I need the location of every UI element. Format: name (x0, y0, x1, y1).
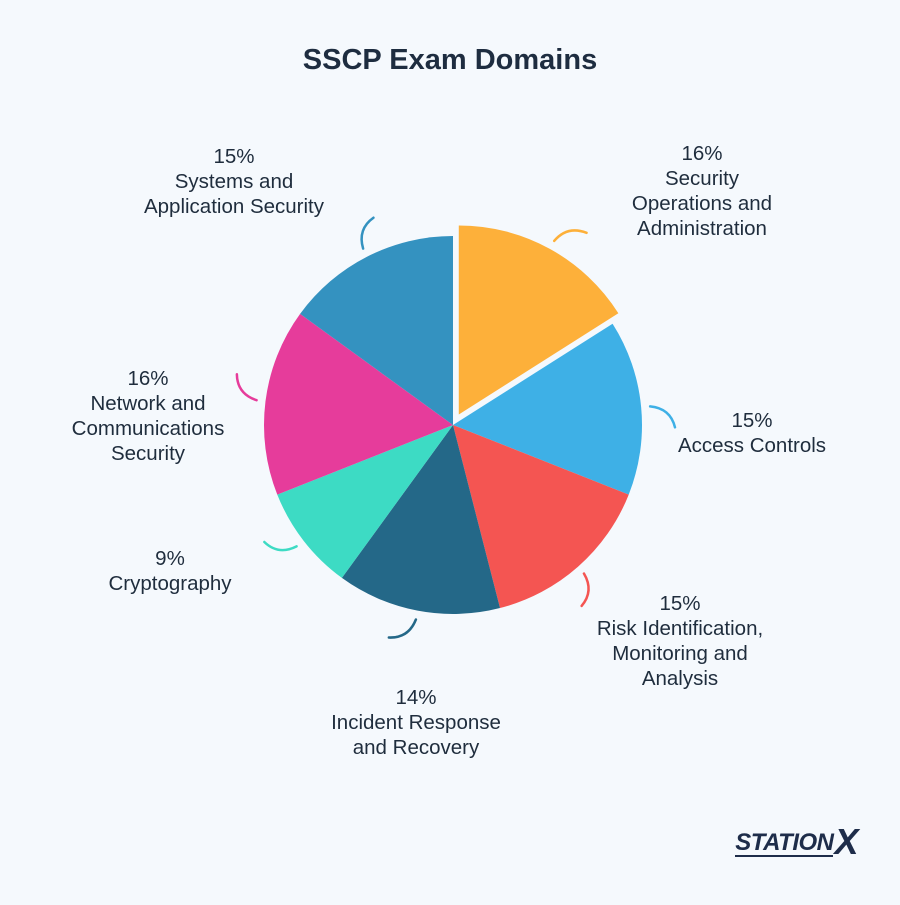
chart-title: SSCP Exam Domains (302, 44, 598, 76)
slice-label: 15% Risk Identification, Monitoring and Ana… (597, 592, 763, 690)
slice-name: Communications (72, 417, 225, 440)
slice-label: 15% Access Controls (678, 409, 826, 457)
pie-slice (453, 323, 643, 495)
slice-percent: 15% (731, 409, 772, 432)
pie-slice (341, 425, 501, 614)
slice-percent: 16% (127, 367, 168, 390)
leader-line (263, 540, 298, 552)
logo-station-text: STATION (735, 829, 834, 857)
slice-name: Monitoring and (612, 642, 748, 665)
slice-percent: 16% (681, 142, 722, 165)
leader-line (552, 229, 588, 243)
slice-percent: 9% (155, 547, 185, 570)
slice-name: Analysis (642, 667, 718, 690)
slice-percent: 15% (659, 592, 700, 615)
logo-x-mark: X (834, 821, 858, 862)
slice-name: Network and (90, 392, 205, 415)
slice-percent: 15% (213, 145, 254, 168)
slice-name: Security (111, 442, 186, 465)
slice-name: Operations and (632, 192, 772, 215)
leader-line (235, 373, 258, 402)
slice-label: 15% Systems and Application Security (144, 145, 325, 218)
slice-label: 9% Cryptography (108, 547, 232, 595)
slice-name: Access Controls (678, 434, 826, 457)
pie-slice (264, 313, 453, 495)
slice-label: 16% Network and Communications Security (72, 367, 225, 465)
leader-line (360, 216, 375, 250)
leader-line (580, 572, 590, 608)
pie-slice (458, 225, 619, 415)
leader-line (387, 618, 418, 639)
pie-slice (453, 425, 629, 609)
slice-name: Systems and (175, 170, 294, 193)
leader-line (648, 405, 677, 429)
slice-name: Cryptography (108, 572, 232, 595)
slice-label: 14% Incident Response and Recovery (331, 686, 501, 759)
slice-label: 16% Security Operations and Administration (632, 142, 772, 240)
slice-name: Incident Response (331, 711, 501, 734)
slice-name: Administration (637, 217, 767, 240)
pie-slice (277, 425, 453, 578)
slice-name: Application Security (144, 195, 325, 218)
slice-name: Risk Identification, (597, 617, 763, 640)
pie-slice (300, 236, 453, 425)
stationx-logo: STATION X (735, 821, 858, 862)
slice-percent: 14% (395, 686, 436, 709)
slice-name: and Recovery (353, 736, 480, 759)
slice-name: Security (665, 167, 740, 190)
